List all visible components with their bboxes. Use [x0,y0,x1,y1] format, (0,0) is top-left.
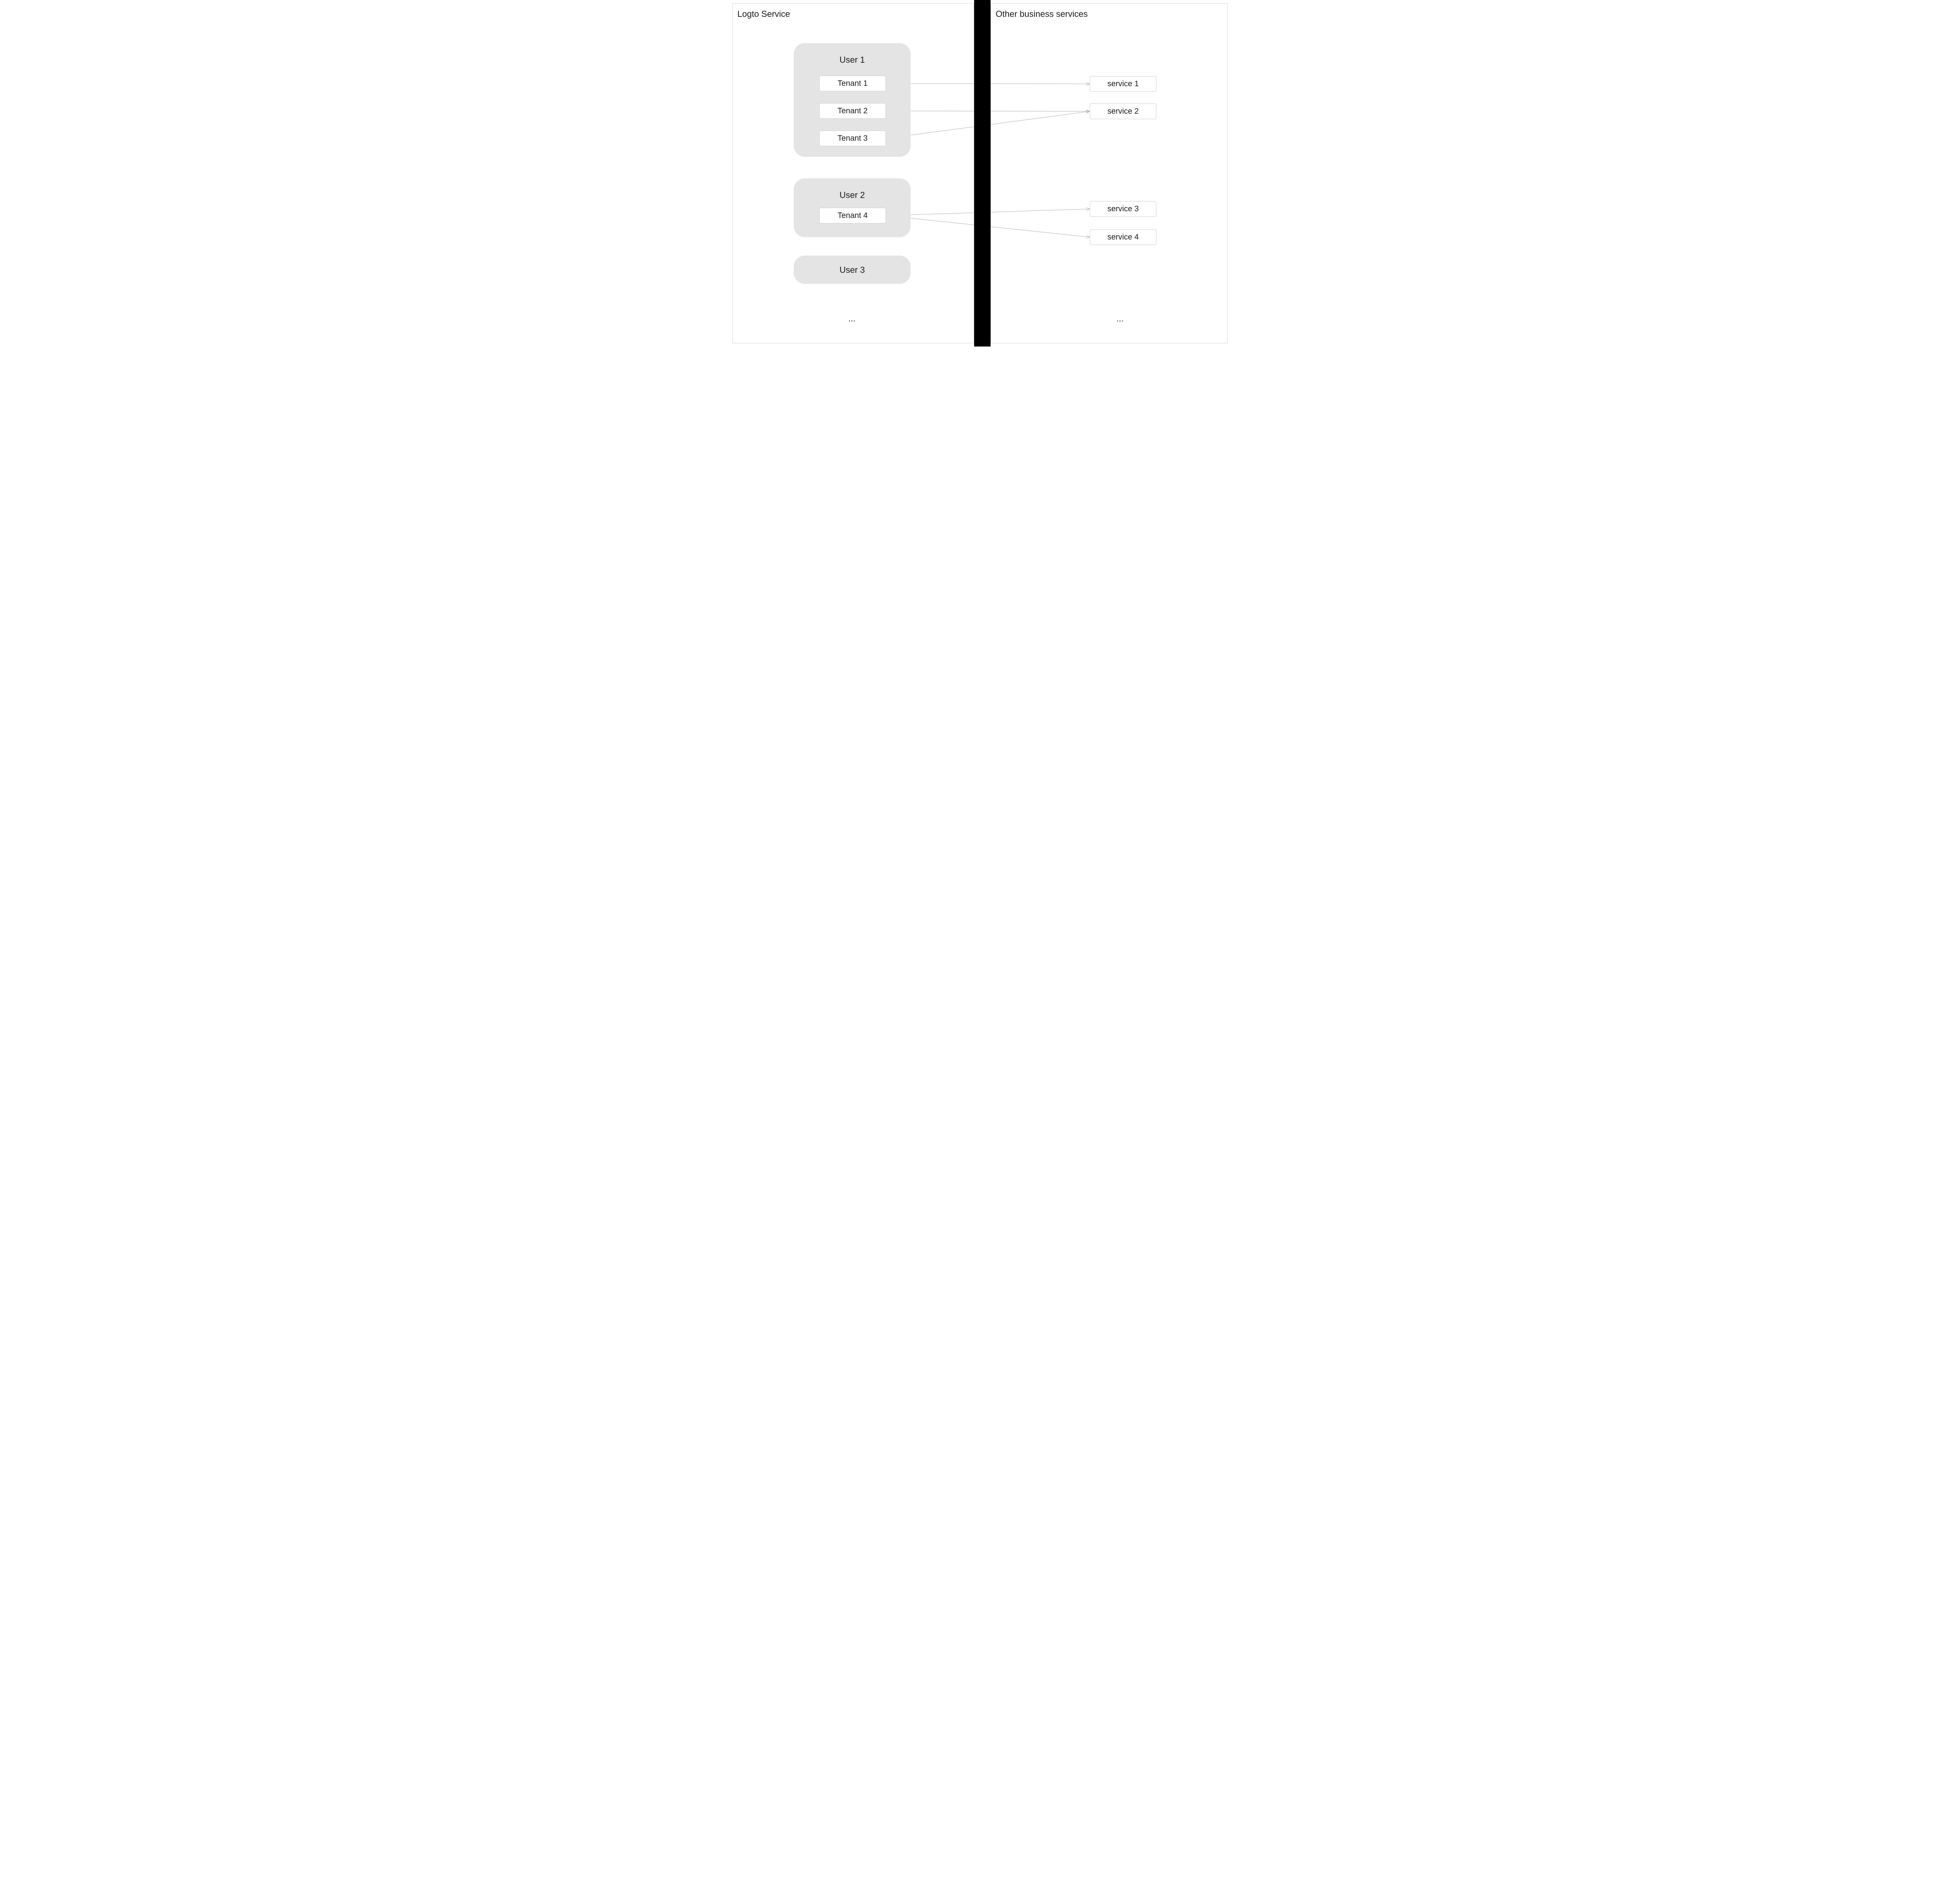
tenant-1-label: Tenant 1 [838,79,868,88]
left-ellipsis: ... [848,314,855,324]
user-1-title: User 1 [794,55,911,65]
left-panel-title: Logto Service [737,9,790,19]
right-panel-title: Other business services [996,9,1088,19]
tenant-3-label: Tenant 3 [838,134,868,143]
tenant-2-box: Tenant 2 [819,103,886,119]
right-ellipsis: ... [1116,314,1123,324]
user-3-box: User 3 [794,256,911,284]
service-1-label: service 1 [1107,80,1139,89]
divider [974,0,991,347]
tenant-2-label: Tenant 2 [838,107,868,116]
right-panel: Other business services [991,3,1228,343]
user-3-title: User 3 [794,265,911,275]
tenant-4-box: Tenant 4 [819,208,886,223]
service-3-label: service 3 [1107,205,1139,214]
tenant-4-label: Tenant 4 [838,211,868,220]
service-3-box: service 3 [1090,201,1156,217]
service-2-label: service 2 [1107,107,1139,116]
service-1-box: service 1 [1090,76,1156,92]
service-2-box: service 2 [1090,103,1156,119]
user-2-title: User 2 [794,190,911,200]
service-4-label: service 4 [1107,233,1139,242]
service-4-box: service 4 [1090,229,1156,245]
tenant-3-box: Tenant 3 [819,131,886,146]
tenant-1-box: Tenant 1 [819,76,886,91]
